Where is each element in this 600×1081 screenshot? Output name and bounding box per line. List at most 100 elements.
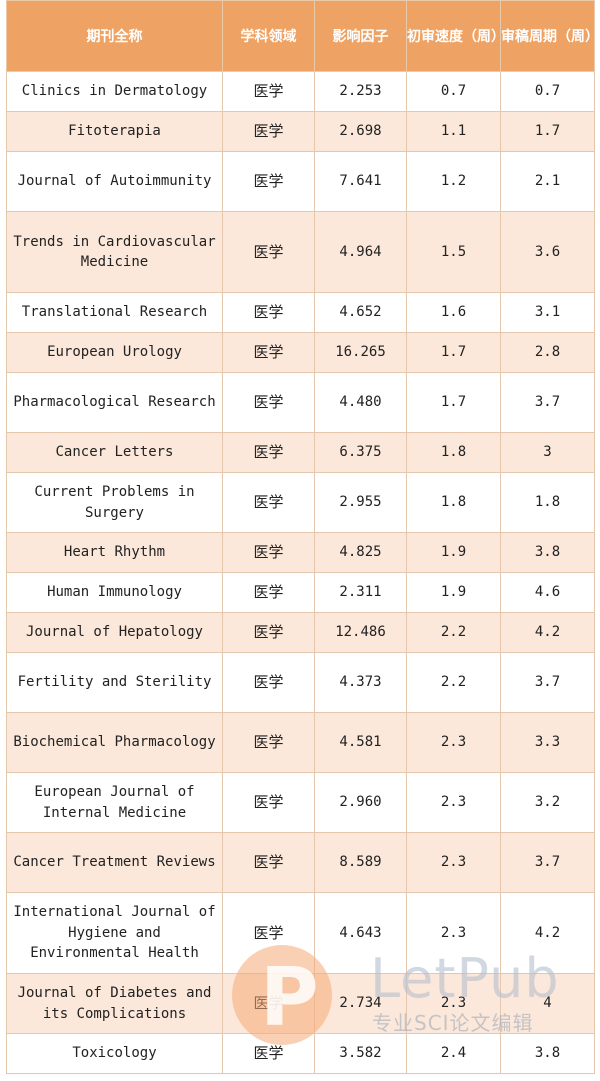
table-row: Translational Research 医学 4.652 1.6 3.1 [6,292,595,333]
field-cell: 医学 [222,432,315,473]
first-review-cell: 2.3 [406,892,501,974]
field-cell: 医学 [222,151,315,212]
journal-name-cell: International Journal of Hygiene and Env… [6,892,223,974]
field-cell: 医学 [222,111,315,152]
impact-factor-cell: 4.373 [314,652,407,713]
first-review-cell: 1.9 [406,532,501,573]
journal-name-cell: Cancer Letters [6,432,223,473]
journal-name-cell: Biochemical Pharmacology [6,712,223,773]
review-cycle-cell: 4 [500,973,595,1034]
journal-name-cell: Pharmacological Research [6,372,223,433]
header-impact-factor: 影响因子 [314,0,407,72]
journal-name-cell: Clinics in Dermatology [6,71,223,112]
impact-factor-cell: 2.698 [314,111,407,152]
impact-factor-cell: 2.734 [314,973,407,1034]
table-row: Journal of Hepatology 医学 12.486 2.2 4.2 [6,612,595,653]
table-header-row: 期刊全称 学科领域 影响因子 初审速度（周） 审稿周期（周） [6,0,599,72]
review-cycle-cell: 0.7 [500,71,595,112]
table-row: Trends in Cardiovascular Medicine 医学 4.9… [6,211,595,293]
review-cycle-cell: 3 [500,432,595,473]
journal-name-cell: Toxicology [6,1033,223,1074]
first-review-cell: 1.7 [406,332,501,373]
header-review-cycle: 审稿周期（周） [500,0,599,72]
first-review-cell: 2.4 [406,1033,501,1074]
table-row: Journal of Diabetes and its Complication… [6,973,595,1034]
field-cell: 医学 [222,892,315,974]
table-row: Toxicology 医学 3.582 2.4 3.8 [6,1033,595,1074]
field-cell: 医学 [222,772,315,833]
journal-name-cell: European Journal of Internal Medicine [6,772,223,833]
review-cycle-cell: 1.7 [500,111,595,152]
review-cycle-cell: 3.6 [500,211,595,293]
field-cell: 医学 [222,292,315,333]
review-cycle-cell: 3.3 [500,712,595,773]
field-cell: 医学 [222,612,315,653]
table-row: Journal of Autoimmunity 医学 7.641 1.2 2.1 [6,151,595,212]
first-review-cell: 1.8 [406,432,501,473]
review-cycle-cell: 3.8 [500,532,595,573]
journal-name-cell: Fertility and Sterility [6,652,223,713]
impact-factor-cell: 4.480 [314,372,407,433]
journal-name-cell: Fitoterapia [6,111,223,152]
first-review-cell: 1.8 [406,472,501,533]
journal-name-cell: Journal of Autoimmunity [6,151,223,212]
first-review-cell: 1.9 [406,572,501,613]
table-row: Fitoterapia 医学 2.698 1.1 1.7 [6,111,595,152]
journal-name-cell: Journal of Diabetes and its Complication… [6,973,223,1034]
table-row: Fertility and Sterility 医学 4.373 2.2 3.7 [6,652,595,713]
journal-name-cell: Current Problems in Surgery [6,472,223,533]
impact-factor-cell: 8.589 [314,832,407,893]
journal-name-cell: Human Immunology [6,572,223,613]
field-cell: 医学 [222,973,315,1034]
review-cycle-cell: 4.2 [500,892,595,974]
first-review-cell: 2.3 [406,973,501,1034]
table-row: Pharmacological Research 医学 4.480 1.7 3.… [6,372,595,433]
field-cell: 医学 [222,211,315,293]
field-cell: 医学 [222,71,315,112]
impact-factor-cell: 16.265 [314,332,407,373]
first-review-cell: 2.3 [406,832,501,893]
table-row: European Urology 医学 16.265 1.7 2.8 [6,332,595,373]
review-cycle-cell: 3.7 [500,652,595,713]
table-row: Human Immunology 医学 2.311 1.9 4.6 [6,572,595,613]
first-review-cell: 1.6 [406,292,501,333]
impact-factor-cell: 12.486 [314,612,407,653]
first-review-cell: 2.3 [406,712,501,773]
journal-name-cell: Heart Rhythm [6,532,223,573]
journal-name-cell: Journal of Hepatology [6,612,223,653]
journal-name-cell: Cancer Treatment Reviews [6,832,223,893]
field-cell: 医学 [222,472,315,533]
review-cycle-cell: 3.7 [500,832,595,893]
impact-factor-cell: 2.253 [314,71,407,112]
field-cell: 医学 [222,1033,315,1074]
impact-factor-cell: 2.955 [314,472,407,533]
impact-factor-cell: 4.825 [314,532,407,573]
review-cycle-cell: 2.8 [500,332,595,373]
table-row: European Journal of Internal Medicine 医学… [6,772,595,833]
table-row: Clinics in Dermatology 医学 2.253 0.7 0.7 [6,71,595,112]
journal-table: 期刊全称 学科领域 影响因子 初审速度（周） 审稿周期（周） Clinics i… [6,0,599,1074]
header-journal-name: 期刊全称 [6,0,223,72]
field-cell: 医学 [222,652,315,713]
review-cycle-cell: 4.6 [500,572,595,613]
first-review-cell: 1.2 [406,151,501,212]
impact-factor-cell: 4.964 [314,211,407,293]
header-field: 学科领域 [222,0,315,72]
header-first-review-speed: 初审速度（周） [406,0,505,72]
review-cycle-cell: 3.2 [500,772,595,833]
field-cell: 医学 [222,532,315,573]
impact-factor-cell: 7.641 [314,151,407,212]
impact-factor-cell: 4.643 [314,892,407,974]
review-cycle-cell: 3.7 [500,372,595,433]
impact-factor-cell: 2.960 [314,772,407,833]
field-cell: 医学 [222,832,315,893]
table-row: Heart Rhythm 医学 4.825 1.9 3.8 [6,532,595,573]
review-cycle-cell: 2.1 [500,151,595,212]
journal-name-cell: Trends in Cardiovascular Medicine [6,211,223,293]
table-row: Cancer Letters 医学 6.375 1.8 3 [6,432,595,473]
field-cell: 医学 [222,372,315,433]
table-row: International Journal of Hygiene and Env… [6,892,595,974]
journal-name-cell: Translational Research [6,292,223,333]
review-cycle-cell: 1.8 [500,472,595,533]
field-cell: 医学 [222,712,315,773]
